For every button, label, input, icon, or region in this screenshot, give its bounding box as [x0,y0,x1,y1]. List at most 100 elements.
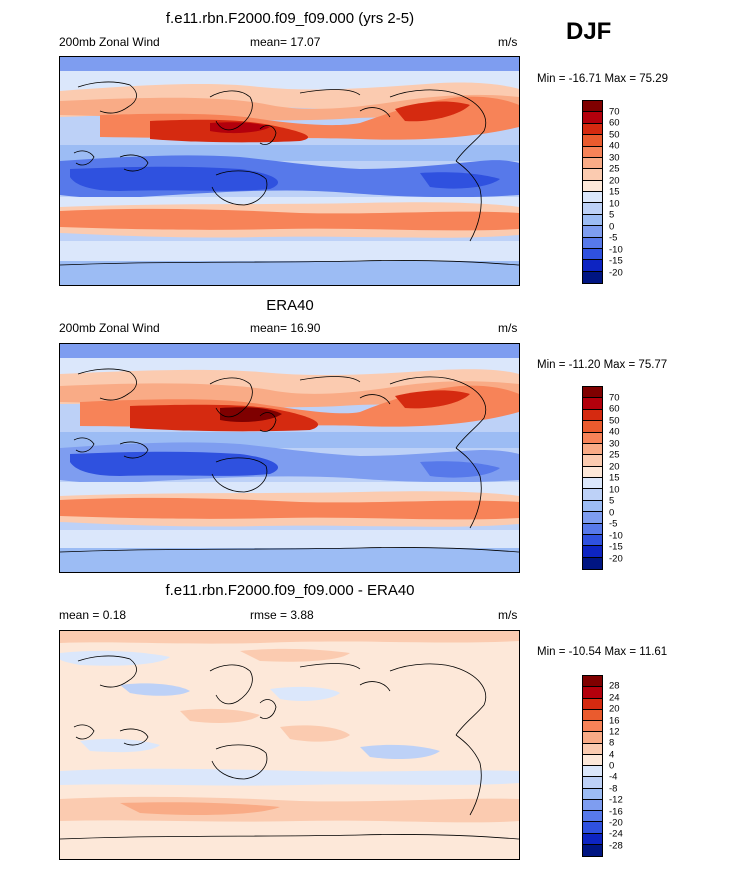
colorbar-swatch [583,123,602,136]
panel1-tick: -10 [609,244,623,255]
panel2-tick: 60 [609,403,620,415]
colorbar-swatch [583,466,602,478]
colorbar-swatch [583,387,602,399]
colorbar-swatch [583,226,602,238]
panel1-tick: 20 [609,175,620,186]
panel3-tick: 12 [609,726,620,738]
panel1-tick: -20 [609,267,623,278]
panel1-tick: 60 [609,117,620,129]
panel2-tick: 70 [609,392,620,403]
panel3-tick: -16 [609,806,623,817]
panel1-tick: 70 [609,106,620,117]
colorbar-swatch [583,811,602,823]
colorbar-swatch [583,180,602,192]
panel1-title: f.e11.rbn.F2000.f09_f09.000 (yrs 2-5) [165,10,415,27]
colorbar-swatch [583,489,602,501]
panel3-tick: 20 [609,703,620,715]
panel1-colorbar [582,100,603,284]
colorbar-swatch [583,214,602,227]
colorbar-swatch [583,157,602,170]
panel1-tick: 25 [609,163,620,175]
colorbar-swatch [583,732,602,744]
colorbar-swatch [583,409,602,422]
panel2-tick: 10 [609,484,620,495]
panel3-tick: -28 [609,840,623,852]
colorbar-swatch [583,237,602,249]
panel3-tick: 28 [609,680,620,692]
colorbar-swatch [583,754,602,766]
colorbar-swatch [583,421,602,433]
colorbar-swatch [583,676,602,688]
panel1-tick: 30 [609,152,620,163]
panel3-mean-label: mean = 0.18 [59,608,127,622]
colorbar-swatch [583,844,602,856]
panel2-tick: 15 [609,472,620,484]
colorbar-swatch [583,146,602,158]
colorbar-swatch [583,192,602,204]
colorbar-swatch [583,455,602,467]
panel1-tick: -15 [609,255,623,267]
panel1-tick: 5 [609,209,615,221]
colorbar-swatch [583,112,602,124]
panel3-tick: 0 [609,760,615,772]
panel3-tick: -20 [609,817,623,829]
colorbar-swatch [583,271,602,283]
panel2-map [59,343,520,573]
panel3-tick: -4 [609,771,618,783]
colorbar-swatch [583,557,602,569]
panel3-tick: 24 [609,692,620,704]
panel2-tick: -10 [609,530,623,541]
panel3-units-label: m/s [498,608,518,622]
panel2-tick: 20 [609,461,620,472]
colorbar-swatch [583,766,602,778]
colorbar-swatch [583,398,602,410]
panel2-tick: -15 [609,541,623,553]
panel3-tick: -24 [609,828,623,840]
panel3-minmax: Min = -10.54 Max = 11.61 [537,646,668,658]
panel1-tick: 50 [609,129,620,140]
panel2-variable-label: 200mb Zonal Wind [59,321,160,335]
colorbar-swatch [583,169,602,181]
colorbar-swatch [583,478,602,490]
panel3-tick: -8 [609,783,618,795]
panel2-contour-plot [60,344,519,572]
panel1-tick: 0 [609,221,615,232]
panel2-colorbar [582,386,603,570]
panel1-tick: 10 [609,198,620,209]
panel3-title: f.e11.rbn.F2000.f09_f09.000 - ERA40 [165,582,415,599]
colorbar-swatch [583,523,602,535]
colorbar-swatch [583,822,602,834]
panel2-title: ERA40 [266,297,314,314]
panel2-minmax: Min = -11.20 Max = 75.77 [537,359,668,371]
colorbar-swatch [583,743,602,755]
panel1-units-label: m/s [498,35,518,49]
panel3-tick: 4 [609,749,615,761]
panel1-tick: 15 [609,186,620,198]
colorbar-swatch [583,512,602,524]
panel2-tick: -5 [609,518,618,530]
colorbar-swatch [583,698,602,710]
panel3-rmse-label: rmse = 3.88 [250,608,314,622]
colorbar-swatch [583,135,602,147]
colorbar-swatch [583,546,602,558]
panel2-tick: -20 [609,553,623,564]
panel1-mean-label: mean= 17.07 [250,35,321,49]
panel2-tick: 30 [609,438,620,449]
panel1-variable-label: 200mb Zonal Wind [59,35,160,49]
panel2-tick: 5 [609,495,615,507]
panel1-tick: 40 [609,140,620,152]
panel1-tick: -5 [609,232,618,244]
panel3-map [59,630,520,860]
season-label: DJF [566,18,612,45]
colorbar-swatch [583,788,602,800]
colorbar-swatch [583,709,602,721]
colorbar-swatch [583,721,602,733]
colorbar-swatch [583,260,602,272]
colorbar-swatch [583,799,602,811]
colorbar-swatch [583,777,602,789]
colorbar-swatch [583,833,602,845]
colorbar-swatch [583,687,602,699]
panel1-minmax: Min = -16.71 Max = 75.29 [537,73,669,85]
panel3-tick: -12 [609,794,623,806]
panel3-contour-plot [60,631,519,859]
